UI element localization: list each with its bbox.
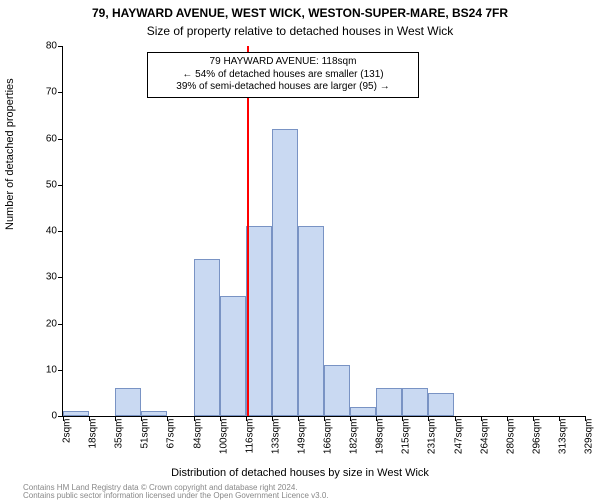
property-marker-line — [247, 46, 249, 416]
callout-line3: 39% of semi-detached houses are larger (… — [154, 81, 412, 94]
y-tick — [58, 185, 63, 186]
y-tick-label: 70 — [31, 87, 57, 98]
x-tick-label: 215sqm — [401, 419, 412, 455]
x-tick-label: 100sqm — [218, 419, 229, 455]
x-tick-label: 329sqm — [584, 419, 595, 455]
x-tick-label: 182sqm — [349, 419, 360, 455]
y-axis-label: Number of detached properties — [4, 78, 16, 230]
histogram-bar — [376, 388, 402, 416]
y-tick-label: 60 — [31, 133, 57, 144]
x-tick-label: 313sqm — [557, 419, 568, 455]
histogram-bar — [115, 388, 141, 416]
y-tick — [58, 231, 63, 232]
x-tick-label: 166sqm — [323, 419, 334, 455]
x-tick-label: 84sqm — [192, 419, 203, 449]
x-tick-label: 67sqm — [166, 419, 177, 449]
x-tick-label: 198sqm — [375, 419, 386, 455]
y-tick — [58, 370, 63, 371]
callout-line1: 79 HAYWARD AVENUE: 118sqm — [154, 56, 412, 69]
y-tick — [58, 277, 63, 278]
y-tick-label: 80 — [31, 41, 57, 52]
chart-title-address: 79, HAYWARD AVENUE, WEST WICK, WESTON-SU… — [0, 6, 600, 20]
y-tick — [58, 139, 63, 140]
chart-title-sub: Size of property relative to detached ho… — [0, 24, 600, 38]
histogram-bar — [141, 411, 167, 416]
histogram-bar — [350, 407, 376, 416]
property-callout: 79 HAYWARD AVENUE: 118sqm← 54% of detach… — [147, 52, 419, 98]
y-tick — [58, 92, 63, 93]
y-tick-label: 50 — [31, 179, 57, 190]
histogram-bar — [246, 226, 272, 416]
y-tick-label: 40 — [31, 226, 57, 237]
x-tick-label: 51sqm — [140, 419, 151, 449]
x-tick-label: 2sqm — [62, 419, 73, 443]
x-tick-label: 149sqm — [296, 419, 307, 455]
x-tick-label: 231sqm — [427, 419, 438, 455]
x-tick-label: 18sqm — [88, 419, 99, 449]
y-tick-label: 30 — [31, 272, 57, 283]
footer-line2: Contains public sector information licen… — [23, 492, 329, 500]
x-axis-label: Distribution of detached houses by size … — [0, 467, 600, 479]
x-tick-label: 296sqm — [531, 419, 542, 455]
x-tick-label: 133sqm — [270, 419, 281, 455]
x-tick-label: 116sqm — [244, 419, 255, 454]
histogram-bar — [402, 388, 428, 416]
x-tick-label: 35sqm — [114, 419, 125, 449]
y-tick-label: 10 — [31, 364, 57, 375]
histogram-bar — [298, 226, 324, 416]
histogram-bar — [63, 411, 89, 416]
callout-line2: ← 54% of detached houses are smaller (13… — [154, 69, 412, 82]
y-tick — [58, 324, 63, 325]
x-tick-label: 264sqm — [479, 419, 490, 455]
y-tick — [58, 46, 63, 47]
y-tick-label: 20 — [31, 318, 57, 329]
histogram-bar — [324, 365, 350, 416]
x-tick-label: 280sqm — [505, 419, 516, 455]
chart-plot-area: 010203040506070802sqm18sqm35sqm51sqm67sq… — [62, 46, 585, 417]
histogram-bar — [194, 259, 220, 416]
y-tick-label: 0 — [31, 411, 57, 422]
histogram-bar — [428, 393, 454, 416]
x-tick-label: 247sqm — [453, 419, 464, 455]
histogram-bar — [272, 129, 298, 416]
histogram-bar — [220, 296, 246, 416]
chart-footer: Contains HM Land Registry data © Crown c… — [23, 484, 329, 500]
